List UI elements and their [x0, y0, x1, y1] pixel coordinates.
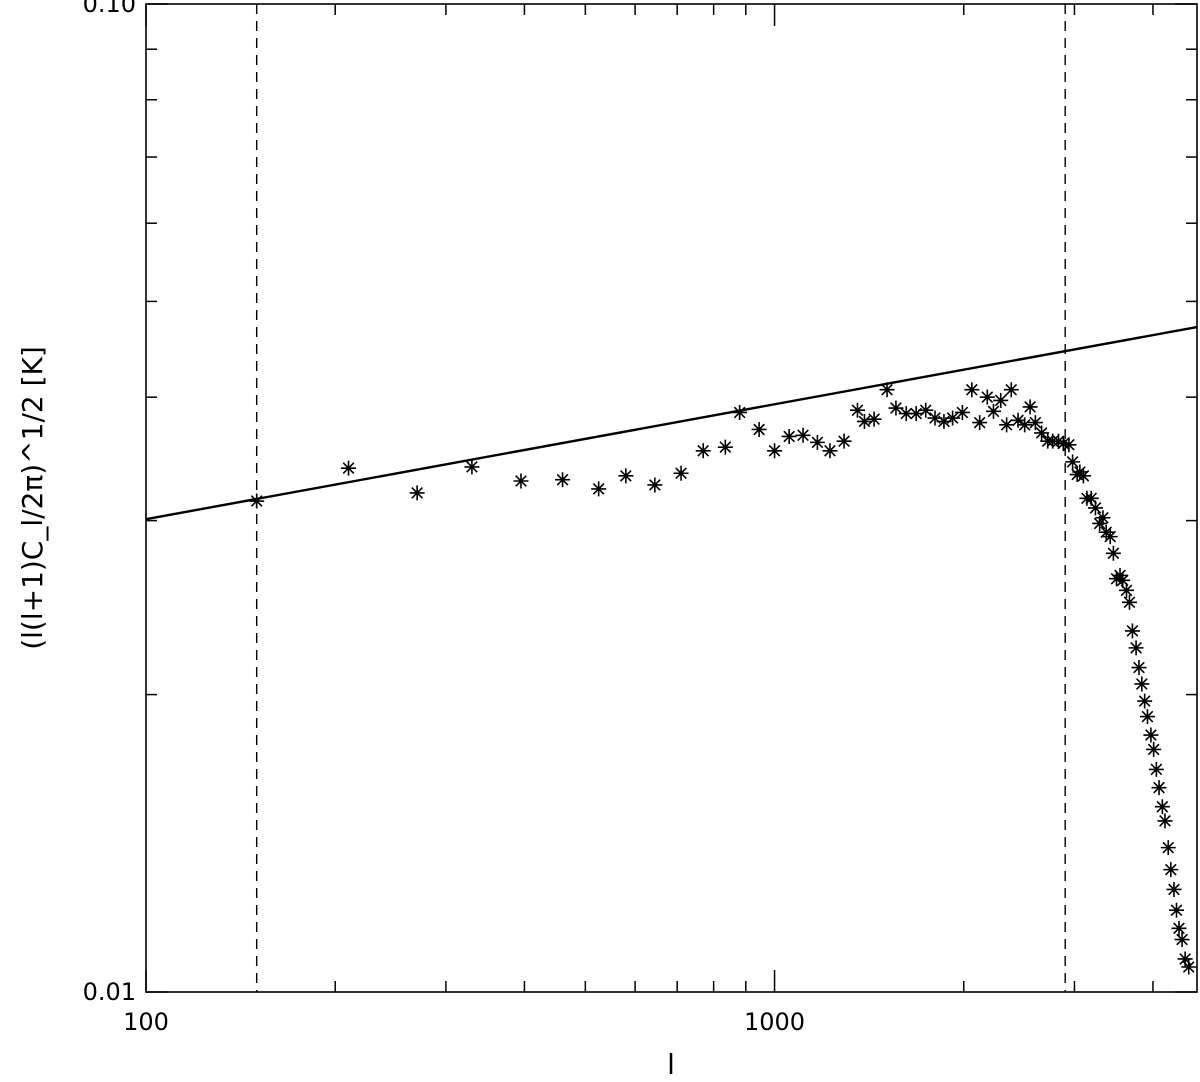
data-point-asterisk: [954, 404, 970, 420]
data-point-asterisk: [1143, 727, 1159, 743]
data-point-asterisk: [879, 382, 895, 398]
data-point-asterisk: [918, 402, 934, 418]
data-point-asterisk: [1146, 741, 1162, 757]
data-point-asterisk: [936, 413, 952, 429]
data-point-asterisk: [1139, 709, 1155, 725]
data-point-asterisk: [591, 481, 607, 497]
data-point-asterisk: [1003, 382, 1019, 398]
data-point-asterisk: [1160, 840, 1176, 856]
data-point-asterisk: [732, 404, 748, 420]
data-point-asterisk: [856, 413, 872, 429]
x-axis-title: l: [667, 1048, 675, 1081]
data-point-asterisk: [1083, 490, 1099, 506]
data-point-asterisk: [1181, 959, 1197, 975]
data-point-asterisk: [1022, 399, 1038, 415]
data-point-asterisk: [464, 459, 480, 475]
y-tick-label: 0.01: [83, 978, 136, 1006]
data-point-asterisk: [249, 493, 265, 509]
data-point-asterisk: [993, 392, 1009, 408]
data-point-asterisk: [1102, 529, 1118, 545]
fit-line-group: [145, 325, 1198, 521]
data-point-asterisk: [1163, 862, 1179, 878]
data-point-asterisk: [1055, 436, 1071, 452]
data-point-asterisk: [795, 427, 811, 443]
data-point-asterisk: [1121, 594, 1137, 610]
data-point-asterisk: [1010, 412, 1026, 428]
data-point-asterisk: [1169, 902, 1184, 918]
data-point-asterisk: [1166, 881, 1182, 897]
data-point-asterisk: [1171, 920, 1187, 936]
data-point-asterisk: [341, 460, 357, 476]
plot-frame: [145, 3, 1198, 993]
data-point-asterisk: [1148, 761, 1164, 777]
data-point-asterisk: [979, 389, 995, 405]
fit-line: [145, 325, 1198, 521]
y-tick-label: 0.10: [83, 0, 136, 18]
data-point-asterisk: [1017, 417, 1033, 433]
data-point-asterisk: [1151, 780, 1167, 796]
data-point-asterisk: [1105, 545, 1121, 561]
data-point-asterisk: [647, 477, 663, 493]
data-point-asterisk: [1061, 437, 1077, 453]
x-tick-label: 1000: [744, 1008, 805, 1036]
data-point-asterisk: [1115, 572, 1131, 588]
data-point-asterisk: [972, 415, 988, 431]
data-point-asterisk: [1034, 425, 1050, 441]
data-point-asterisk: [999, 417, 1015, 433]
data-point-asterisk: [1075, 468, 1091, 484]
data-point-asterisk: [1092, 515, 1108, 531]
data-point-asterisk: [898, 406, 914, 422]
data-point-asterisk: [767, 443, 783, 459]
data-point-asterisk: [1095, 510, 1111, 526]
data-point-asterisk: [908, 406, 924, 422]
data-point-asterisk: [695, 443, 711, 459]
data-point-asterisk: [1112, 567, 1128, 583]
reference-lines: [255, 4, 1066, 992]
data-point-asterisk: [513, 473, 529, 489]
data-point-asterisk: [1065, 454, 1081, 470]
data-point-asterisk: [555, 472, 571, 488]
data-point-asterisk: [849, 402, 865, 418]
data-point-asterisk: [809, 434, 825, 450]
data-point-asterisk: [1174, 932, 1190, 948]
data-point-asterisk: [822, 443, 838, 459]
axis-tick-labels: 100 1000 0.01 0.10: [83, 0, 806, 1036]
data-points: [249, 382, 1197, 975]
data-point-asterisk: [618, 468, 634, 484]
data-point-asterisk: [927, 410, 943, 426]
data-point-asterisk: [1051, 433, 1067, 449]
data-point-asterisk: [1134, 676, 1150, 692]
data-point-asterisk: [781, 428, 797, 444]
data-point-asterisk: [1154, 799, 1170, 815]
data-point-asterisk: [1157, 813, 1173, 829]
x-tick-label: 100: [123, 1008, 169, 1036]
data-point-asterisk: [836, 433, 852, 449]
data-point-asterisk: [1027, 415, 1043, 431]
data-point-asterisk: [964, 382, 980, 398]
data-point-asterisk: [673, 465, 689, 481]
data-point-asterisk: [751, 421, 767, 437]
data-point-asterisk: [1131, 660, 1147, 676]
data-point-asterisk: [866, 411, 882, 427]
data-point-asterisk: [1118, 582, 1134, 598]
data-point-asterisk: [985, 403, 1001, 419]
data-point-asterisk: [1087, 500, 1103, 516]
data-point-asterisk: [1137, 693, 1153, 709]
data-point-asterisk: [1177, 951, 1193, 967]
axis-ticks: [145, 3, 1197, 993]
data-point-asterisk: [1124, 623, 1140, 639]
data-point-asterisk: [888, 400, 904, 416]
data-point-asterisk: [717, 439, 733, 455]
data-point-asterisk: [1128, 640, 1144, 656]
y-axis-title: (l(l+1)C_l/2π)^1/2 [K]: [16, 346, 49, 650]
data-point-asterisk: [945, 410, 961, 426]
data-point-asterisk: [409, 485, 425, 501]
